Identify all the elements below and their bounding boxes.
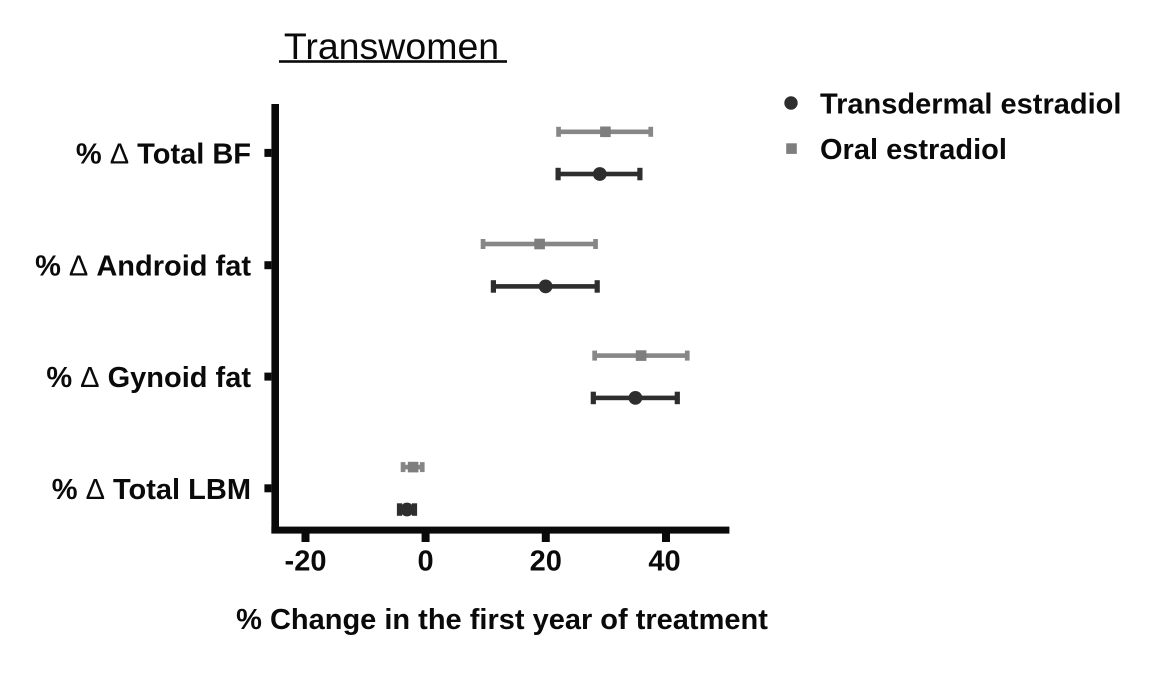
- svg-text:% Change in the first year of: % Change in the first year of treatment: [236, 604, 768, 636]
- svg-text:20: 20: [530, 546, 562, 578]
- svg-text:% Δ Total LBM: % Δ Total LBM: [52, 474, 251, 506]
- svg-text:% Δ Android fat: % Δ Android fat: [35, 251, 251, 283]
- svg-text:0: 0: [418, 546, 434, 578]
- svg-text:-20: -20: [285, 546, 327, 578]
- svg-text:% Δ Gynoid fat: % Δ Gynoid fat: [46, 362, 251, 394]
- svg-text:Transdermal estradiol: Transdermal estradiol: [820, 89, 1121, 121]
- svg-text:% Δ Total BF: % Δ Total BF: [76, 139, 251, 171]
- svg-text:Transwomen: Transwomen: [284, 25, 499, 67]
- svg-text:40: 40: [648, 546, 680, 578]
- svg-text:Oral estradiol: Oral estradiol: [820, 134, 1007, 166]
